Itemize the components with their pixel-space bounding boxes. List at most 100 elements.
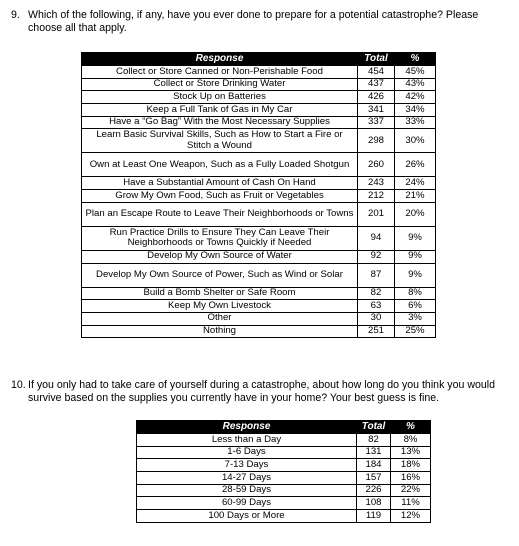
response-cell: Collect or Store Drinking Water (81, 77, 358, 92)
percent-cell: 45% (394, 65, 436, 79)
percent-cell: 20% (394, 201, 436, 227)
question-10-text: If you only had to take care of yourself… (28, 379, 496, 404)
percent-cell: 6% (394, 299, 436, 313)
total-cell: 108 (356, 496, 391, 511)
response-cell: 14-27 Days (136, 471, 357, 485)
response-cell: Own at Least One Weapon, Such as a Fully… (81, 152, 358, 178)
table-row: Build a Bomb Shelter or Safe Room 82 8% (81, 286, 436, 301)
table-row: Learn Basic Survival Skills, Such as How… (81, 128, 436, 154)
table-row: Less than a Day 82 8% (136, 433, 431, 447)
response-cell: Other (81, 311, 358, 326)
table-row: Run Practice Drills to Ensure They Can L… (81, 225, 436, 251)
total-cell: 184 (356, 458, 391, 473)
percent-cell: 30% (394, 128, 436, 154)
response-cell: Have a Substantial Amount of Cash On Han… (81, 176, 358, 191)
table-row: Keep My Own Livestock 63 6% (81, 299, 436, 313)
percent-cell: 12% (390, 509, 431, 523)
total-cell: 437 (357, 77, 395, 92)
table-row: Plan an Escape Route to Leave Their Neig… (81, 201, 436, 227)
percent-cell: 16% (390, 471, 431, 485)
percent-cell: 11% (390, 496, 431, 511)
response-cell: Develop My Own Source of Power, Such as … (81, 262, 358, 288)
percent-cell: 3% (394, 311, 436, 326)
question-9-number: 9. (11, 9, 20, 21)
table-row: 14-27 Days 157 16% (136, 471, 431, 485)
total-header: Total (356, 420, 391, 434)
response-cell: Less than a Day (136, 433, 357, 447)
response-cell: 60-99 Days (136, 496, 357, 511)
percent-cell: 9% (394, 225, 436, 251)
question-9: 9. Which of the following, if any, have … (11, 9, 511, 39)
total-cell: 157 (356, 471, 391, 485)
percent-cell: 13% (390, 445, 431, 460)
total-cell: 201 (357, 201, 395, 227)
question-9-text: Which of the following, if any, have you… (28, 9, 479, 34)
total-header: Total (357, 52, 395, 66)
total-cell: 426 (357, 90, 395, 105)
table-row: 28-59 Days 226 22% (136, 483, 431, 498)
question-10-number: 10. (11, 379, 26, 391)
table-row: Keep a Full Tank of Gas in My Car 341 34… (81, 103, 436, 117)
response-cell: Keep My Own Livestock (81, 299, 358, 313)
question-10-table: Response Total % Less than a Day 82 8% 1… (136, 420, 431, 523)
response-cell: Plan an Escape Route to Leave Their Neig… (81, 201, 358, 227)
question-9-table: Response Total % Collect or Store Canned… (81, 52, 436, 339)
table-header-row: Response Total % (136, 420, 431, 434)
response-cell: Run Practice Drills to Ensure They Can L… (81, 225, 358, 251)
table-row: Nothing 251 25% (81, 324, 436, 339)
total-cell: 243 (357, 176, 395, 191)
table-row: Stock Up on Batteries 426 42% (81, 90, 436, 105)
table-row: Collect or Store Canned or Non-Perishabl… (81, 65, 436, 79)
response-cell: 7-13 Days (136, 458, 357, 473)
percent-cell: 9% (394, 262, 436, 288)
response-cell: Learn Basic Survival Skills, Such as How… (81, 128, 358, 154)
table-row: Grow My Own Food, Such as Fruit or Veget… (81, 189, 436, 203)
total-cell: 341 (357, 103, 395, 117)
total-cell: 94 (357, 225, 395, 251)
percent-header: % (390, 420, 431, 434)
table-row: 7-13 Days 184 18% (136, 458, 431, 473)
response-header: Response (81, 52, 358, 66)
table-header-row: Response Total % (81, 52, 436, 66)
percent-cell: 34% (394, 103, 436, 117)
percent-cell: 25% (394, 324, 436, 339)
total-cell: 212 (357, 189, 395, 203)
response-cell: Have a “Go Bag” With the Most Necessary … (81, 115, 358, 130)
response-cell: 28-59 Days (136, 483, 357, 498)
table-row: 1-6 Days 131 13% (136, 445, 431, 460)
percent-cell: 33% (394, 115, 436, 130)
total-cell: 30 (357, 311, 395, 326)
table-row: Have a “Go Bag” With the Most Necessary … (81, 115, 436, 130)
total-cell: 260 (357, 152, 395, 178)
percent-cell: 21% (394, 189, 436, 203)
total-cell: 119 (356, 509, 391, 523)
response-header: Response (136, 420, 357, 434)
table-row: Develop My Own Source of Power, Such as … (81, 262, 436, 288)
total-cell: 92 (357, 249, 395, 264)
total-cell: 337 (357, 115, 395, 130)
question-10: 10. If you only had to take care of your… (11, 379, 511, 409)
table-row: Other 30 3% (81, 311, 436, 326)
percent-cell: 24% (394, 176, 436, 191)
percent-cell: 8% (394, 286, 436, 301)
response-cell: Develop My Own Source of Water (81, 249, 358, 264)
total-cell: 82 (357, 286, 395, 301)
percent-cell: 9% (394, 249, 436, 264)
percent-cell: 42% (394, 90, 436, 105)
response-cell: Nothing (81, 324, 358, 339)
table-row: Own at Least One Weapon, Such as a Fully… (81, 152, 436, 178)
response-cell: Keep a Full Tank of Gas in My Car (81, 103, 358, 117)
percent-cell: 18% (390, 458, 431, 473)
table-row: 60-99 Days 108 11% (136, 496, 431, 511)
percent-cell: 22% (390, 483, 431, 498)
percent-cell: 8% (390, 433, 431, 447)
response-cell: Grow My Own Food, Such as Fruit or Veget… (81, 189, 358, 203)
response-cell: Build a Bomb Shelter or Safe Room (81, 286, 358, 301)
percent-header: % (394, 52, 436, 66)
total-cell: 226 (356, 483, 391, 498)
total-cell: 131 (356, 445, 391, 460)
total-cell: 298 (357, 128, 395, 154)
response-cell: Stock Up on Batteries (81, 90, 358, 105)
table-row: Collect or Store Drinking Water 437 43% (81, 77, 436, 92)
response-cell: 1-6 Days (136, 445, 357, 460)
